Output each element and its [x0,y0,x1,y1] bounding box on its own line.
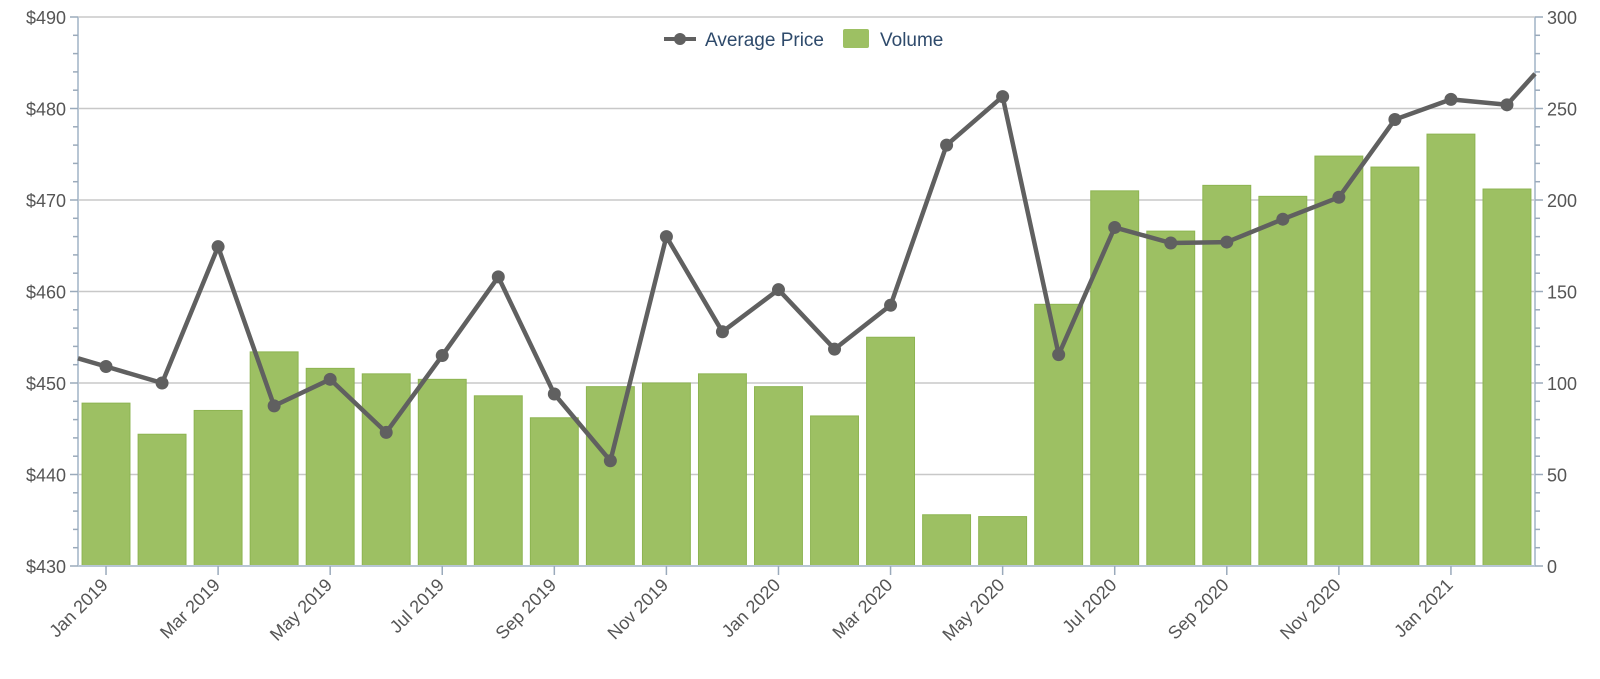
volume-bar [361,373,411,567]
price-point [1052,348,1066,362]
x-tick-label: May 2019 [266,575,336,645]
volume-bar [1034,303,1084,567]
price-point [435,349,449,363]
x-tick-label: Jan 2021 [1390,575,1457,642]
volume-bar [529,417,579,567]
x-tick-label: Nov 2020 [1276,575,1345,644]
price-point [1388,112,1402,126]
volume-bar [754,386,803,567]
y-right-tick-label: 150 [1547,283,1577,303]
x-tick-label: Sep 2019 [492,575,561,644]
volume-bar [417,378,467,567]
volume-bar [1146,230,1196,567]
y-left-tick-label: $460 [26,283,66,303]
volume-bar [1370,166,1420,567]
x-tick-label: Jan 2020 [718,575,785,642]
volume-bar [922,514,972,567]
legend[interactable]: Average Price Volume [664,29,943,51]
price-point [771,283,785,297]
y-left-tick-label: $430 [26,557,66,577]
x-tick-label: Jul 2020 [1058,575,1120,637]
legend-item-average-price[interactable]: Average Price [664,30,824,51]
y-left-tick-label: $450 [26,374,66,394]
volume-bar [137,433,187,567]
x-tick-label: Jan 2019 [45,575,112,642]
price-point [996,90,1010,104]
price-point [1444,92,1458,106]
y-left-tick-label: $490 [26,8,66,28]
volume-bar [585,386,635,567]
price-point [155,376,169,390]
x-tick-label: Nov 2019 [604,575,673,644]
legend-label-average-price: Average Price [705,30,824,51]
price-point [211,240,225,254]
volume-bar [1426,133,1476,567]
price-point [99,360,113,374]
left-axis-labels: $430 $440 $450 $460 $470 $480 $490 [26,8,66,577]
x-tick-label: Sep 2020 [1164,575,1233,644]
price-point [940,138,954,152]
price-point [1500,98,1514,112]
y-right-tick-label: 300 [1547,8,1577,28]
volume-bar [1314,155,1364,567]
price-point [659,230,673,244]
volume-bar [81,402,131,567]
price-point [1108,220,1122,234]
volume-bar [473,395,523,567]
price-point [884,298,898,312]
x-axis-labels: Jan 2019 Mar 2019 May 2019 Jul 2019 Sep 2019… [45,575,1456,645]
price-line [77,72,1537,468]
volume-bar [193,409,243,567]
price-point [603,454,617,468]
price-point [715,325,729,339]
volume-bar [1202,184,1252,567]
price-point [267,399,281,413]
legend-marker-icon [674,33,686,45]
y-left-tick-label: $440 [26,466,66,486]
price-point [828,342,842,356]
volume-bar [978,516,1028,567]
price-point [1332,190,1346,204]
volume-bar [249,351,299,567]
price-line-path [77,72,1537,464]
legend-swatch-icon [843,29,869,48]
y-right-tick-label: 100 [1547,374,1577,394]
price-point [323,372,337,386]
price-point [547,387,561,401]
y-right-tick-label: 50 [1547,466,1567,486]
axes [70,16,1543,575]
y-left-tick-label: $480 [26,100,66,120]
y-right-tick-label: 0 [1547,557,1557,577]
volume-bar [697,373,747,567]
price-point [1276,212,1290,226]
right-axis-labels: 0 50 100 150 200 250 300 [1547,8,1577,577]
y-right-tick-label: 250 [1547,100,1577,120]
x-tick-label: May 2020 [938,575,1008,645]
x-tick-label: Jul 2019 [386,575,448,637]
volume-bar [1482,188,1532,567]
volume-bars [81,133,1532,567]
price-point [491,270,505,284]
price-point [379,425,393,439]
x-tick-label: Mar 2020 [828,575,896,643]
y-left-tick-label: $470 [26,191,66,211]
volume-bar [866,336,916,567]
legend-label-volume: Volume [880,30,943,51]
volume-bar [810,415,859,567]
volume-bar [1090,190,1140,567]
price-point [1220,235,1234,249]
x-tick-label: Mar 2019 [156,575,224,643]
volume-bar [1258,195,1308,567]
price-point [1164,236,1178,250]
y-right-tick-label: 200 [1547,191,1577,211]
volume-bar [641,382,691,567]
legend-item-volume[interactable]: Volume [843,29,943,51]
